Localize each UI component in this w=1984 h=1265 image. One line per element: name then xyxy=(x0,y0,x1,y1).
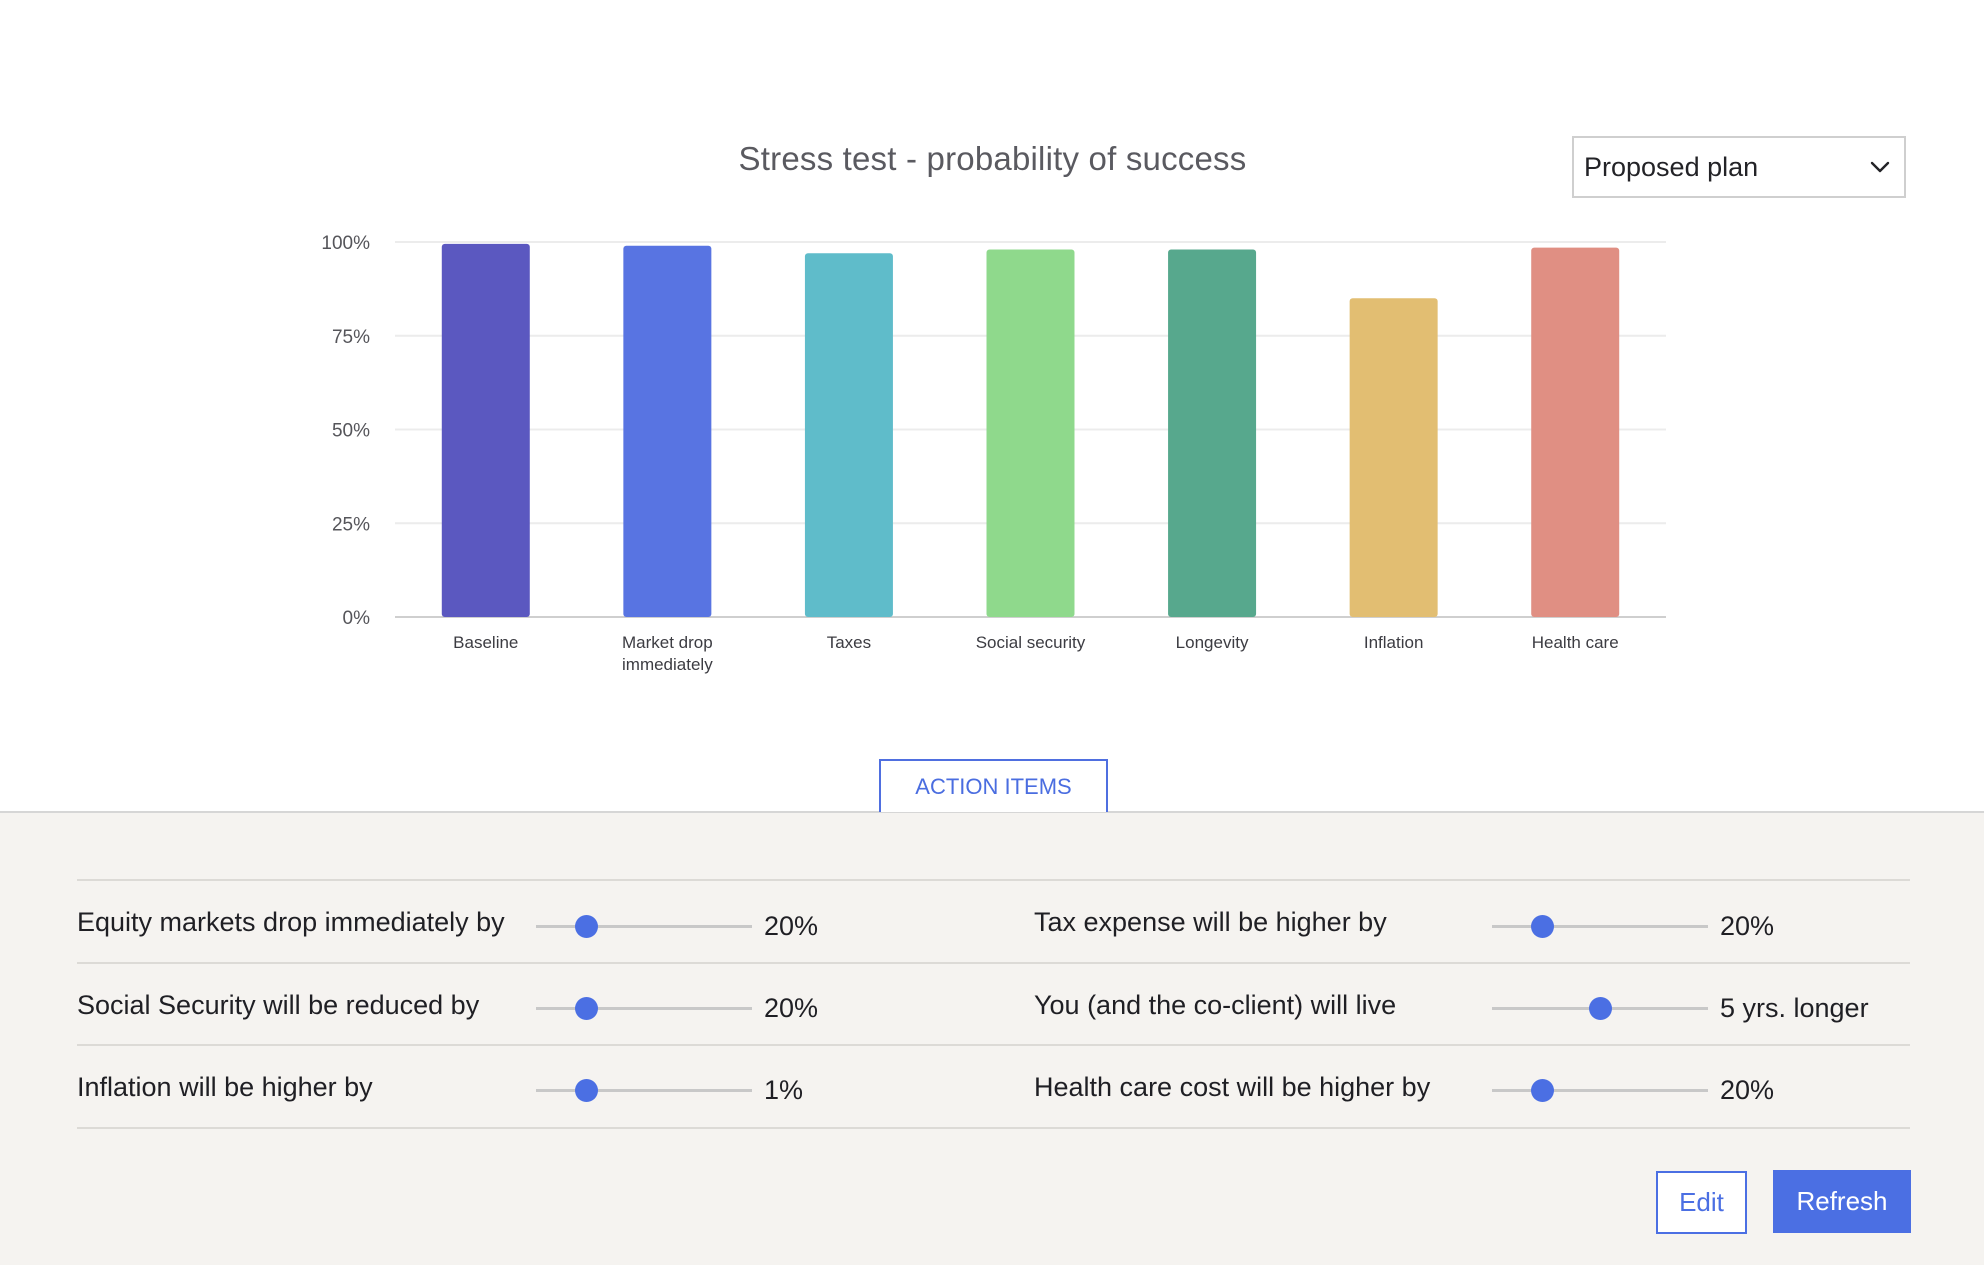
chevron-down-icon xyxy=(1870,161,1890,173)
health-care-slider-thumb[interactable] xyxy=(1530,1079,1554,1102)
x-tick-label: Market drop xyxy=(622,633,713,652)
tax-expense-label: Tax expense will be higher by xyxy=(1034,907,1387,937)
x-tick-label: Inflation xyxy=(1364,633,1424,652)
bar-health-care xyxy=(1531,247,1620,617)
tax-expense-value: 20% xyxy=(1720,911,1775,941)
social-security-slider[interactable] xyxy=(536,997,752,1020)
equity-drop-label: Equity markets drop immediately by xyxy=(77,907,505,937)
action-items-tab[interactable]: ACTION ITEMS xyxy=(879,759,1108,812)
inflation-slider[interactable] xyxy=(536,1079,752,1102)
social-security-label: Social Security will be reduced by xyxy=(77,990,480,1020)
plan-select-value: Proposed plan xyxy=(1584,151,1759,182)
equity-drop-slider-thumb[interactable] xyxy=(574,915,598,938)
equity-drop-value: 20% xyxy=(764,911,819,941)
tax-expense-slider[interactable] xyxy=(1492,915,1708,938)
row-divider xyxy=(77,962,1910,964)
bar-taxes xyxy=(804,253,893,617)
row-divider xyxy=(77,1044,1910,1046)
equity-drop-slider[interactable] xyxy=(536,915,752,938)
tax-expense-slider-thumb[interactable] xyxy=(1530,915,1554,938)
health-care-label: Health care cost will be higher by xyxy=(1034,1072,1431,1102)
social-security-slider-thumb[interactable] xyxy=(574,997,598,1020)
y-tick-label: 50% xyxy=(332,421,370,442)
longevity-value: 5 yrs. longer xyxy=(1720,993,1869,1023)
plan-select-dropdown[interactable]: Proposed plan xyxy=(1572,136,1906,198)
x-tick-label: Health care xyxy=(1532,633,1619,652)
social-security-value: 20% xyxy=(764,993,819,1023)
x-tick-label: Longevity xyxy=(1176,633,1249,652)
bar-market-drop-immediately xyxy=(623,245,712,617)
edit-button[interactable]: Edit xyxy=(1656,1171,1747,1234)
y-tick-label: 0% xyxy=(343,608,371,629)
action-items-panel xyxy=(0,811,1984,1265)
refresh-button[interactable]: Refresh xyxy=(1773,1170,1911,1233)
longevity-label: You (and the co-client) will live xyxy=(1034,990,1397,1020)
chart-title: Stress test - probability of success xyxy=(738,140,1247,177)
x-tick-label: Baseline xyxy=(453,633,518,652)
x-tick-label: Social security xyxy=(976,633,1086,652)
x-tick-label: Taxes xyxy=(827,633,871,652)
inflation-label: Inflation will be higher by xyxy=(77,1072,373,1102)
longevity-slider-thumb[interactable] xyxy=(1589,997,1612,1020)
inflation-value: 1% xyxy=(764,1075,804,1105)
y-tick-label: 25% xyxy=(332,514,370,535)
bar-longevity xyxy=(1168,249,1257,617)
y-tick-label: 75% xyxy=(332,327,370,348)
y-tick-label: 100% xyxy=(321,233,370,254)
bar-social-security xyxy=(986,249,1075,617)
stress-test-bar-chart: 0% 25% 50% 75% 100% Baseline Market drop immedi… xyxy=(321,233,1666,674)
x-tick-label: immediately xyxy=(622,655,713,674)
health-care-slider[interactable] xyxy=(1492,1079,1708,1102)
longevity-slider[interactable] xyxy=(1492,997,1708,1020)
row-divider xyxy=(77,1127,1910,1129)
bar-baseline xyxy=(441,243,530,617)
inflation-slider-thumb[interactable] xyxy=(574,1079,598,1102)
health-care-value: 20% xyxy=(1720,1075,1775,1105)
row-divider xyxy=(77,879,1910,881)
bar-inflation xyxy=(1349,298,1438,617)
